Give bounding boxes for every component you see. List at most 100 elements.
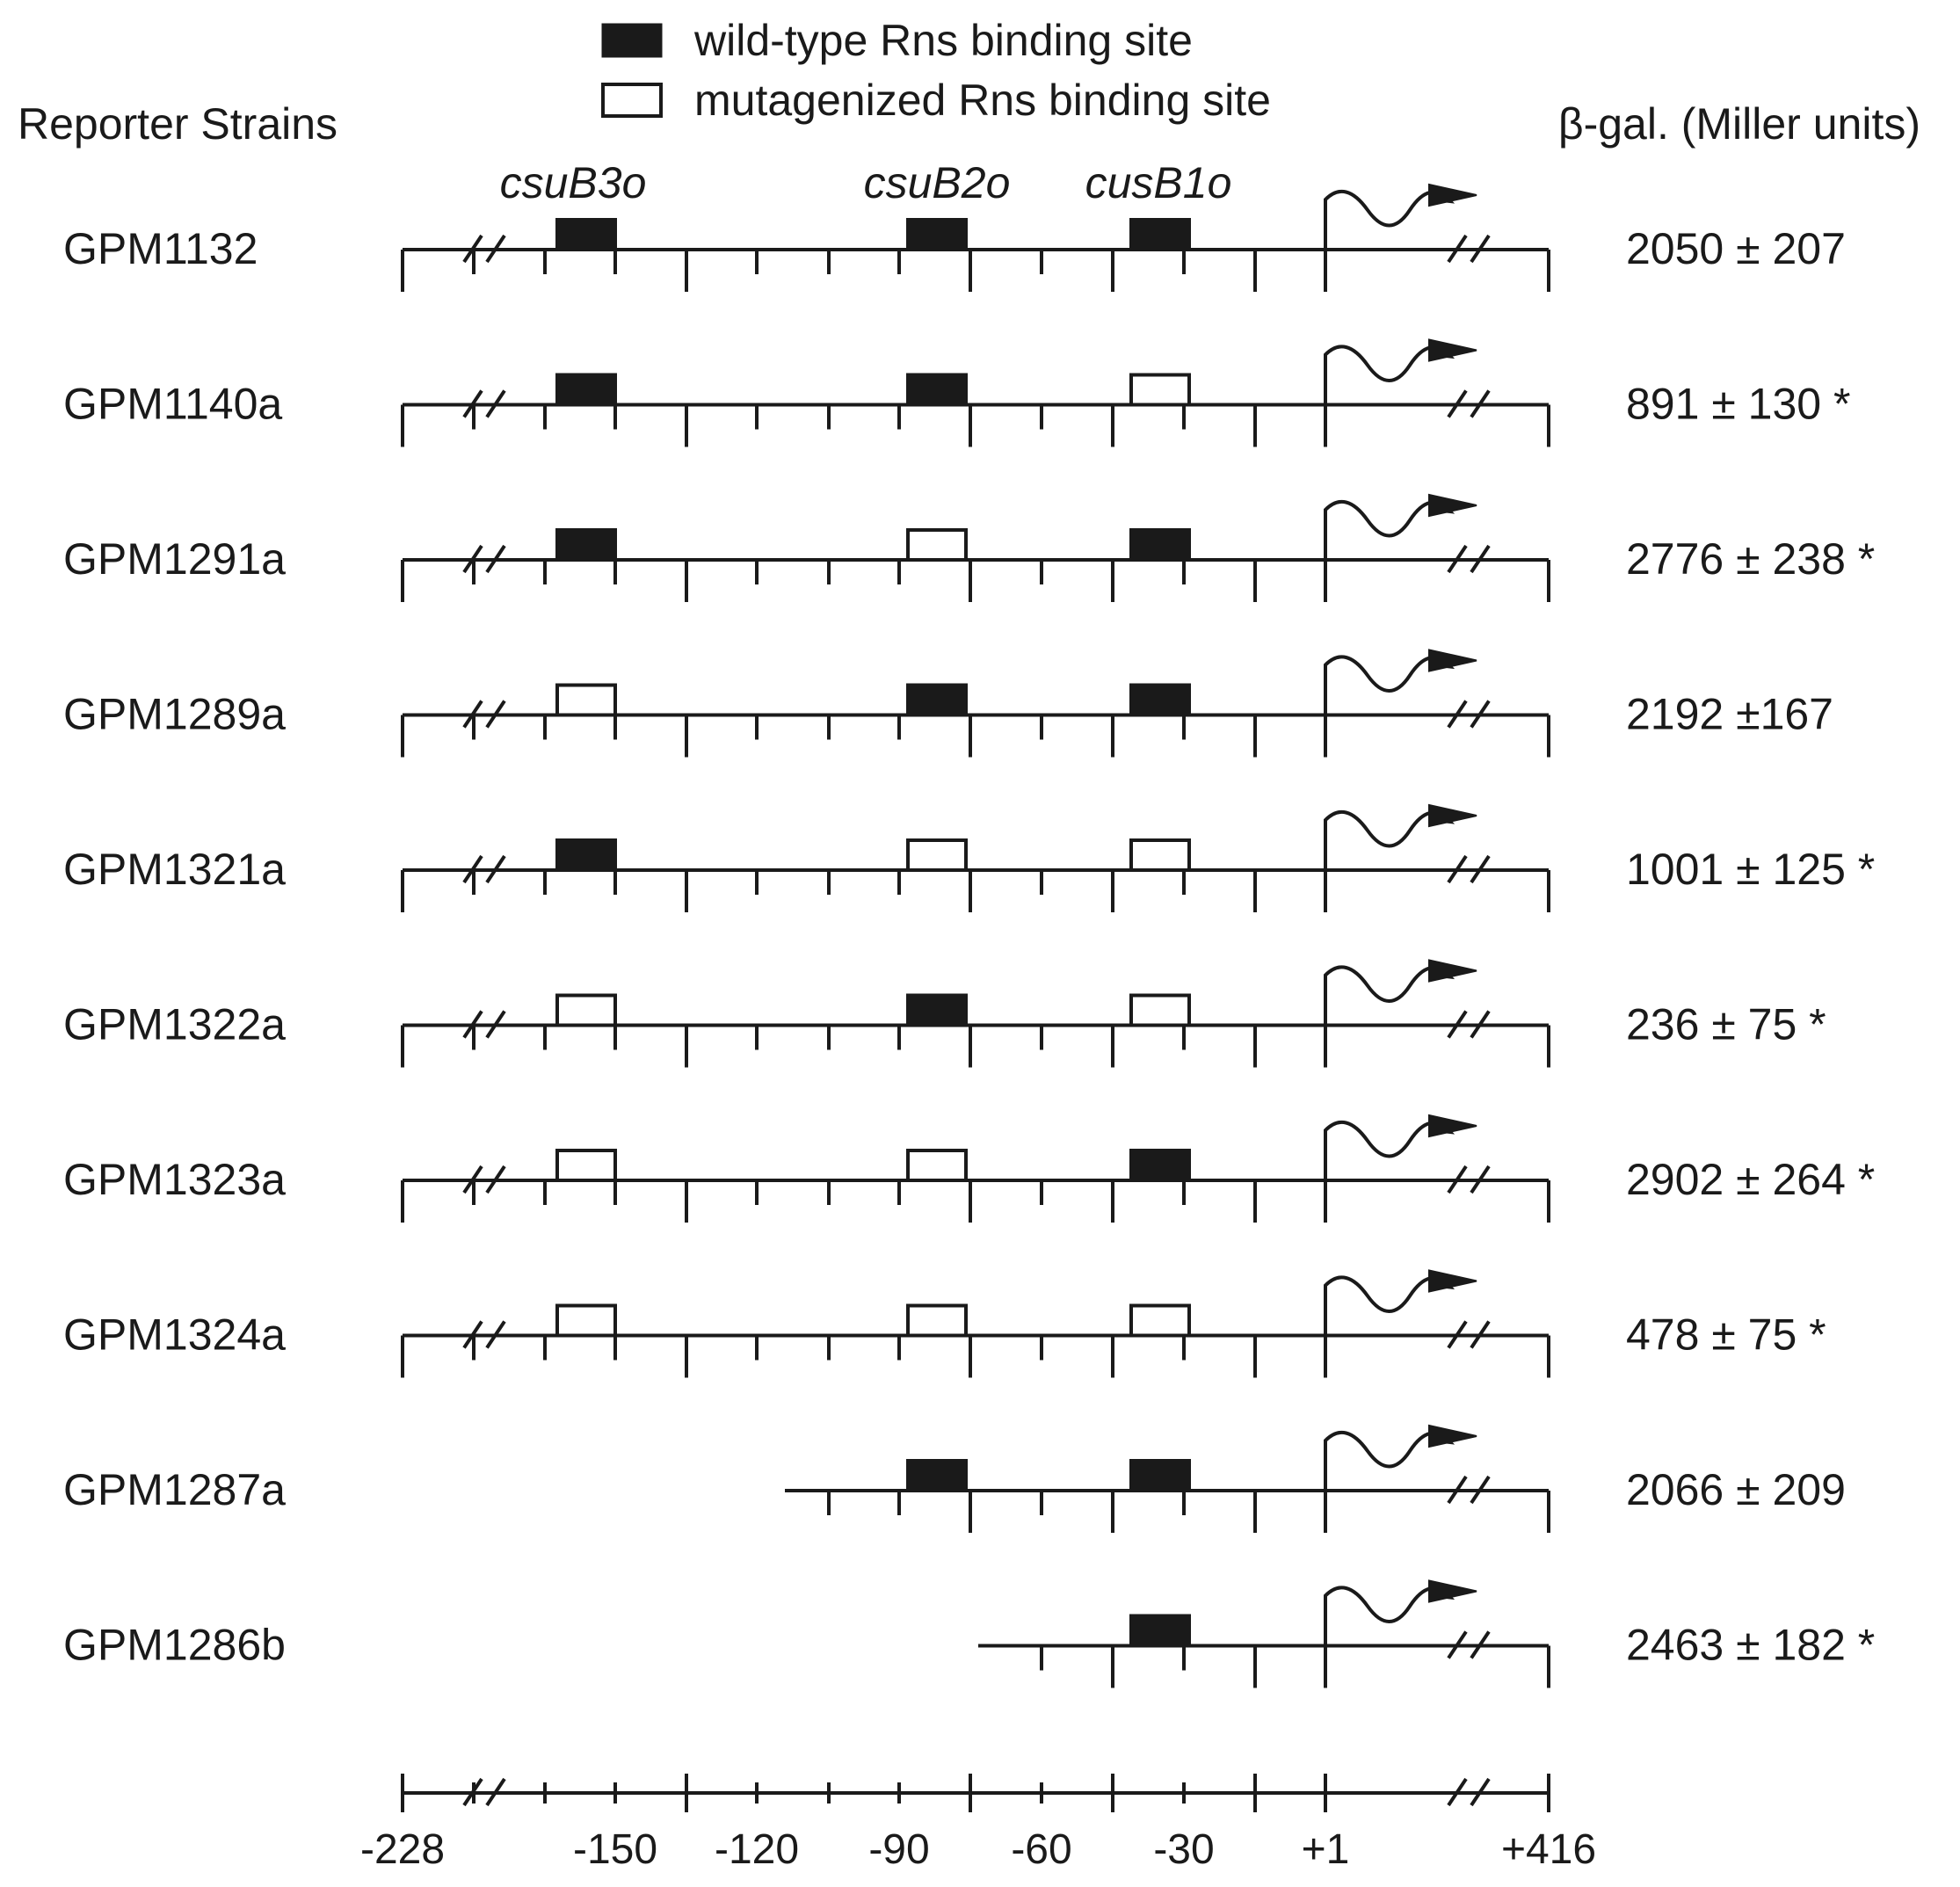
strain-name: GPM1321a bbox=[63, 845, 286, 894]
wild-type-site bbox=[906, 373, 968, 407]
axis-tick-label: -150 bbox=[573, 1826, 657, 1873]
strain-name: GPM1323a bbox=[63, 1155, 286, 1204]
transcription-start-arrow-icon bbox=[1324, 803, 1477, 870]
strain-name: GPM1322a bbox=[63, 1000, 286, 1049]
mutagenized-site bbox=[555, 1149, 617, 1182]
break-mark bbox=[1447, 1630, 1491, 1659]
wild-type-site bbox=[906, 683, 968, 717]
strain-row: GPM1286b 2463 ± 182 * bbox=[63, 1579, 1875, 1688]
break-mark bbox=[462, 544, 506, 574]
legend: wild-type Rns binding site mutagenized R… bbox=[601, 16, 1271, 125]
break-mark bbox=[462, 700, 506, 729]
wild-type-site bbox=[1129, 1149, 1191, 1182]
transcription-start-arrow-icon bbox=[1324, 338, 1477, 405]
strain-row: GPM1291a 2776 ± 238 * bbox=[63, 493, 1875, 602]
mutagenized-site bbox=[1129, 373, 1191, 407]
wild-type-site bbox=[555, 218, 617, 251]
mutagenized-site bbox=[555, 683, 617, 717]
axis-break-mark bbox=[1447, 1777, 1491, 1807]
axis-tick-label: -120 bbox=[715, 1826, 799, 1873]
site-label-csub3o: csuB3o bbox=[500, 158, 647, 207]
mutagenized-site bbox=[1129, 1303, 1191, 1338]
wild-type-site bbox=[1129, 1459, 1191, 1492]
wild-type-site bbox=[555, 838, 617, 872]
strain-name: GPM1287a bbox=[63, 1465, 286, 1514]
axis-tick-label: -228 bbox=[360, 1826, 445, 1873]
transcription-start-arrow-icon bbox=[1324, 649, 1477, 715]
mutagenized-site bbox=[906, 528, 968, 562]
strain-activity: 236 ± 75 * bbox=[1626, 1000, 1826, 1049]
wild-type-site bbox=[906, 993, 968, 1027]
strain-activity: 891 ± 130 * bbox=[1626, 380, 1850, 429]
strain-row: GPM1132 2050 ± 207 bbox=[63, 183, 1846, 292]
transcription-start-arrow-icon bbox=[1324, 493, 1477, 560]
strain-name: GPM1289a bbox=[63, 690, 286, 739]
strain-row: GPM1324a 478 ± 75 * bbox=[63, 1269, 1826, 1378]
break-mark bbox=[1447, 1475, 1491, 1505]
strain-name: GPM1324a bbox=[63, 1310, 286, 1360]
strain-row: GPM1289a 2192 ±167 bbox=[63, 649, 1833, 758]
strain-row: GPM1287a 2066 ± 209 bbox=[63, 1424, 1846, 1533]
strain-activity: 2776 ± 238 * bbox=[1626, 534, 1875, 584]
axis-tick-label: -30 bbox=[1153, 1826, 1214, 1873]
wild-type-site bbox=[1129, 528, 1191, 562]
wild-type-site bbox=[906, 218, 968, 251]
mutagenized-site bbox=[906, 838, 968, 872]
axis-break-mark bbox=[462, 1777, 506, 1807]
strain-name: GPM1286b bbox=[63, 1621, 286, 1670]
mutagenized-site bbox=[555, 1303, 617, 1338]
wild-type-site bbox=[555, 528, 617, 562]
break-mark bbox=[462, 389, 506, 418]
strain-name: GPM1132 bbox=[63, 224, 258, 273]
break-mark bbox=[1447, 234, 1491, 264]
strains-header: Reporter Strains bbox=[18, 99, 338, 149]
wild-type-site bbox=[555, 373, 617, 407]
break-mark bbox=[1447, 389, 1491, 418]
strain-activity: 2050 ± 207 bbox=[1626, 224, 1846, 273]
strain-row: GPM1322a 236 ± 75 * bbox=[63, 959, 1826, 1068]
position-axis: -228 -150 -120 -90 -60 -30 +1 +416 bbox=[360, 1774, 1596, 1873]
wild-type-site bbox=[906, 1459, 968, 1492]
transcription-start-arrow-icon bbox=[1324, 1424, 1477, 1491]
activity-header: β-gal. (Miller units) bbox=[1558, 99, 1920, 149]
axis-tick-label: -90 bbox=[868, 1826, 929, 1873]
legend-mutagenized-swatch bbox=[601, 83, 663, 118]
strain-name: GPM1291a bbox=[63, 534, 286, 584]
wild-type-site bbox=[1129, 683, 1191, 717]
break-mark bbox=[1447, 854, 1491, 884]
strain-rows: GPM1132 2050 ± 207 GPM1140a 891 ± 130 * GPM1… bbox=[63, 183, 1875, 1688]
strain-activity: 2066 ± 209 bbox=[1626, 1465, 1846, 1514]
mutagenized-site bbox=[906, 1149, 968, 1182]
break-mark bbox=[1447, 1010, 1491, 1039]
axis-tick-label: +1 bbox=[1302, 1826, 1350, 1873]
break-mark bbox=[1447, 1320, 1491, 1349]
strain-activity: 2463 ± 182 * bbox=[1626, 1621, 1875, 1670]
transcription-start-arrow-icon bbox=[1324, 959, 1477, 1026]
transcription-start-arrow-icon bbox=[1324, 1114, 1477, 1180]
strain-row: GPM1323a 2902 ± 264 * bbox=[63, 1114, 1875, 1223]
wild-type-site bbox=[1129, 1614, 1191, 1648]
legend-mutagenized-label: mutagenized Rns binding site bbox=[694, 76, 1271, 125]
site-label-cusb1o: cusB1o bbox=[1085, 158, 1232, 207]
break-mark bbox=[1447, 1165, 1491, 1194]
break-mark bbox=[1447, 544, 1491, 574]
transcription-start-arrow-icon bbox=[1324, 1579, 1477, 1646]
strain-activity: 2192 ±167 bbox=[1626, 690, 1833, 739]
site-label-csub2o: csuB2o bbox=[864, 158, 1011, 207]
break-mark bbox=[1447, 700, 1491, 729]
break-mark bbox=[462, 1320, 506, 1349]
strain-name: GPM1140a bbox=[63, 380, 282, 429]
mutagenized-site bbox=[1129, 838, 1191, 872]
strain-activity: 1001 ± 125 * bbox=[1626, 845, 1875, 894]
strain-activity: 478 ± 75 * bbox=[1626, 1310, 1826, 1360]
mutagenized-site bbox=[1129, 993, 1191, 1027]
break-mark bbox=[462, 1010, 506, 1039]
break-mark bbox=[462, 234, 506, 264]
transcription-start-arrow-icon bbox=[1324, 1269, 1477, 1336]
legend-wild-type-swatch bbox=[601, 23, 663, 58]
transcription-start-arrow-icon bbox=[1324, 183, 1477, 250]
strain-activity: 2902 ± 264 * bbox=[1626, 1155, 1875, 1204]
break-mark bbox=[462, 854, 506, 884]
legend-wild-type-label: wild-type Rns binding site bbox=[693, 16, 1193, 65]
